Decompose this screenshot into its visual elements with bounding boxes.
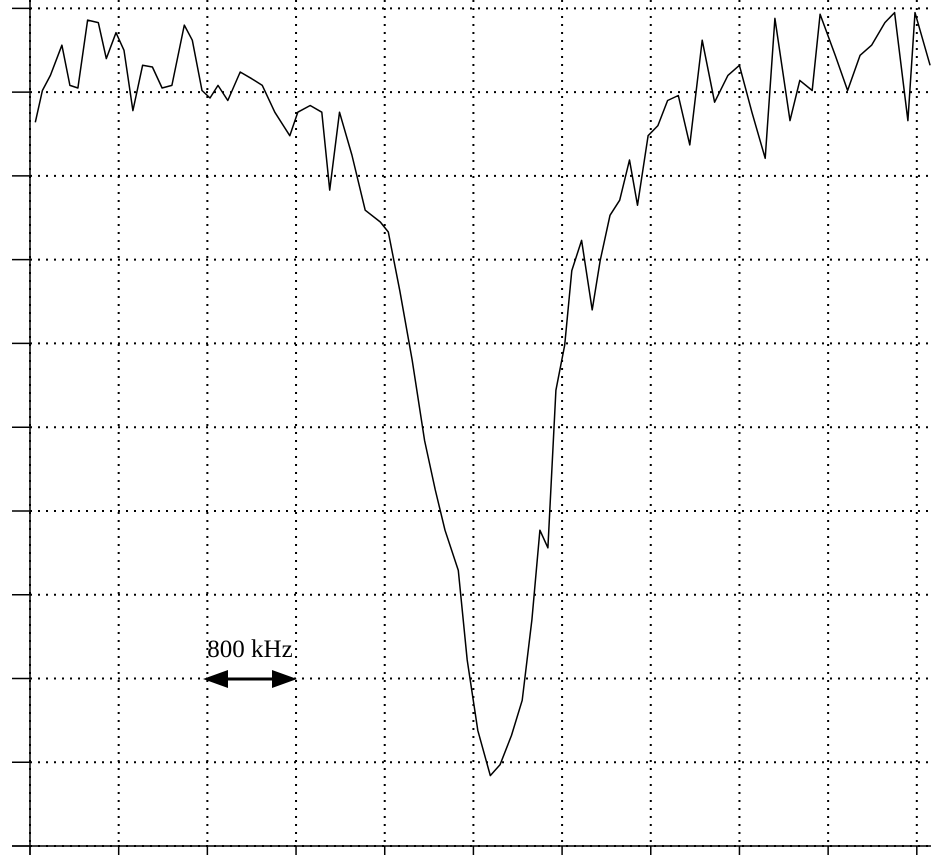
annotation: 800 kHz: [207, 636, 292, 663]
double-arrow: [203, 670, 297, 688]
arrow-head: [272, 670, 297, 688]
trace: [34, 11, 931, 777]
